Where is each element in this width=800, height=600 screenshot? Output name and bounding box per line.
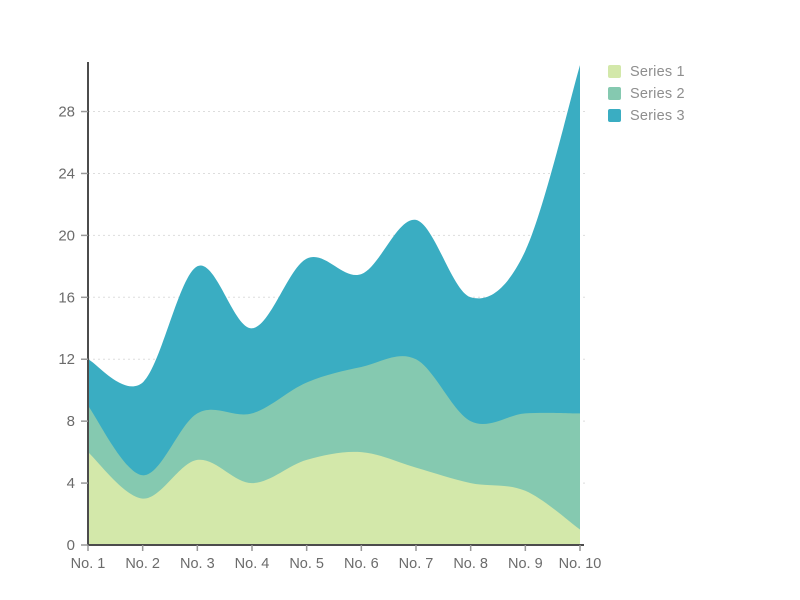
legend-swatch-series-3 — [608, 109, 621, 122]
x-axis-label: No. 6 — [344, 556, 379, 572]
x-axis-label: No. 9 — [508, 556, 543, 572]
y-axis-label: 28 — [58, 104, 75, 121]
y-axis-label: 12 — [58, 351, 75, 368]
legend-item-series-2[interactable]: Series 2 — [608, 85, 685, 102]
y-axis-label: 24 — [58, 165, 75, 182]
y-axis-label: 4 — [67, 475, 75, 492]
y-axis-label: 16 — [58, 289, 75, 306]
legend-swatch-series-1 — [608, 65, 621, 78]
legend-swatch-series-2 — [608, 87, 621, 100]
x-axis-label: No. 10 — [559, 556, 602, 572]
legend-item-series-3[interactable]: Series 3 — [608, 107, 685, 124]
x-axis-label: No. 4 — [235, 556, 270, 572]
x-axis-label: No. 7 — [399, 556, 434, 572]
legend-label-series-3: Series 3 — [630, 107, 685, 124]
x-axis-label: No. 5 — [289, 556, 324, 572]
x-axis-label: No. 8 — [453, 556, 488, 572]
y-axis-label: 8 — [67, 413, 75, 430]
x-axis-label: No. 2 — [125, 556, 160, 572]
x-axis-label: No. 1 — [71, 556, 106, 572]
x-axis-label: No. 3 — [180, 556, 215, 572]
y-axis-label: 20 — [58, 227, 75, 244]
legend-label-series-2: Series 2 — [630, 85, 685, 102]
legend-label-series-1: Series 1 — [630, 63, 685, 80]
legend: Series 1 Series 2 Series 3 — [608, 63, 685, 124]
y-axis-label: 0 — [67, 537, 75, 554]
area-series-1 — [88, 451, 580, 545]
legend-item-series-1[interactable]: Series 1 — [608, 63, 685, 80]
